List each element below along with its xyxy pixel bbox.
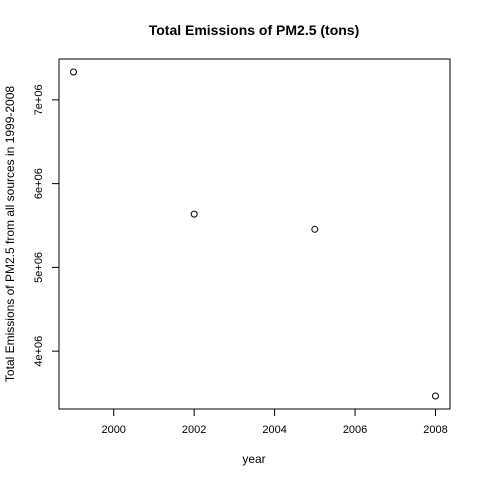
x-axis-label: year — [242, 452, 265, 466]
y-tick-label: 4e+06 — [33, 336, 45, 367]
x-tick-label: 2004 — [262, 424, 286, 436]
y-tick-label: 6e+06 — [33, 168, 45, 199]
x-tick-label: 2002 — [182, 424, 206, 436]
data-point — [432, 392, 440, 400]
data-point — [311, 225, 319, 233]
x-tick-label: 2000 — [101, 424, 125, 436]
data-point — [69, 68, 77, 76]
y-tick-label: 5e+06 — [33, 252, 45, 283]
x-axis: 2000 2002 2004 2006 2008 — [101, 408, 448, 436]
x-tick-label: 2006 — [343, 424, 367, 436]
y-axis: 4e+06 5e+06 6e+06 7e+06 — [33, 84, 60, 367]
chart-title: Total Emissions of PM2.5 (tons) — [149, 22, 360, 38]
y-tick-label: 7e+06 — [33, 84, 45, 115]
data-point — [190, 210, 198, 218]
data-points — [69, 68, 440, 400]
y-axis-label: Total Emissions of PM2.5 from all source… — [3, 86, 17, 382]
plot-frame — [58, 58, 451, 410]
x-tick-label: 2008 — [423, 424, 447, 436]
